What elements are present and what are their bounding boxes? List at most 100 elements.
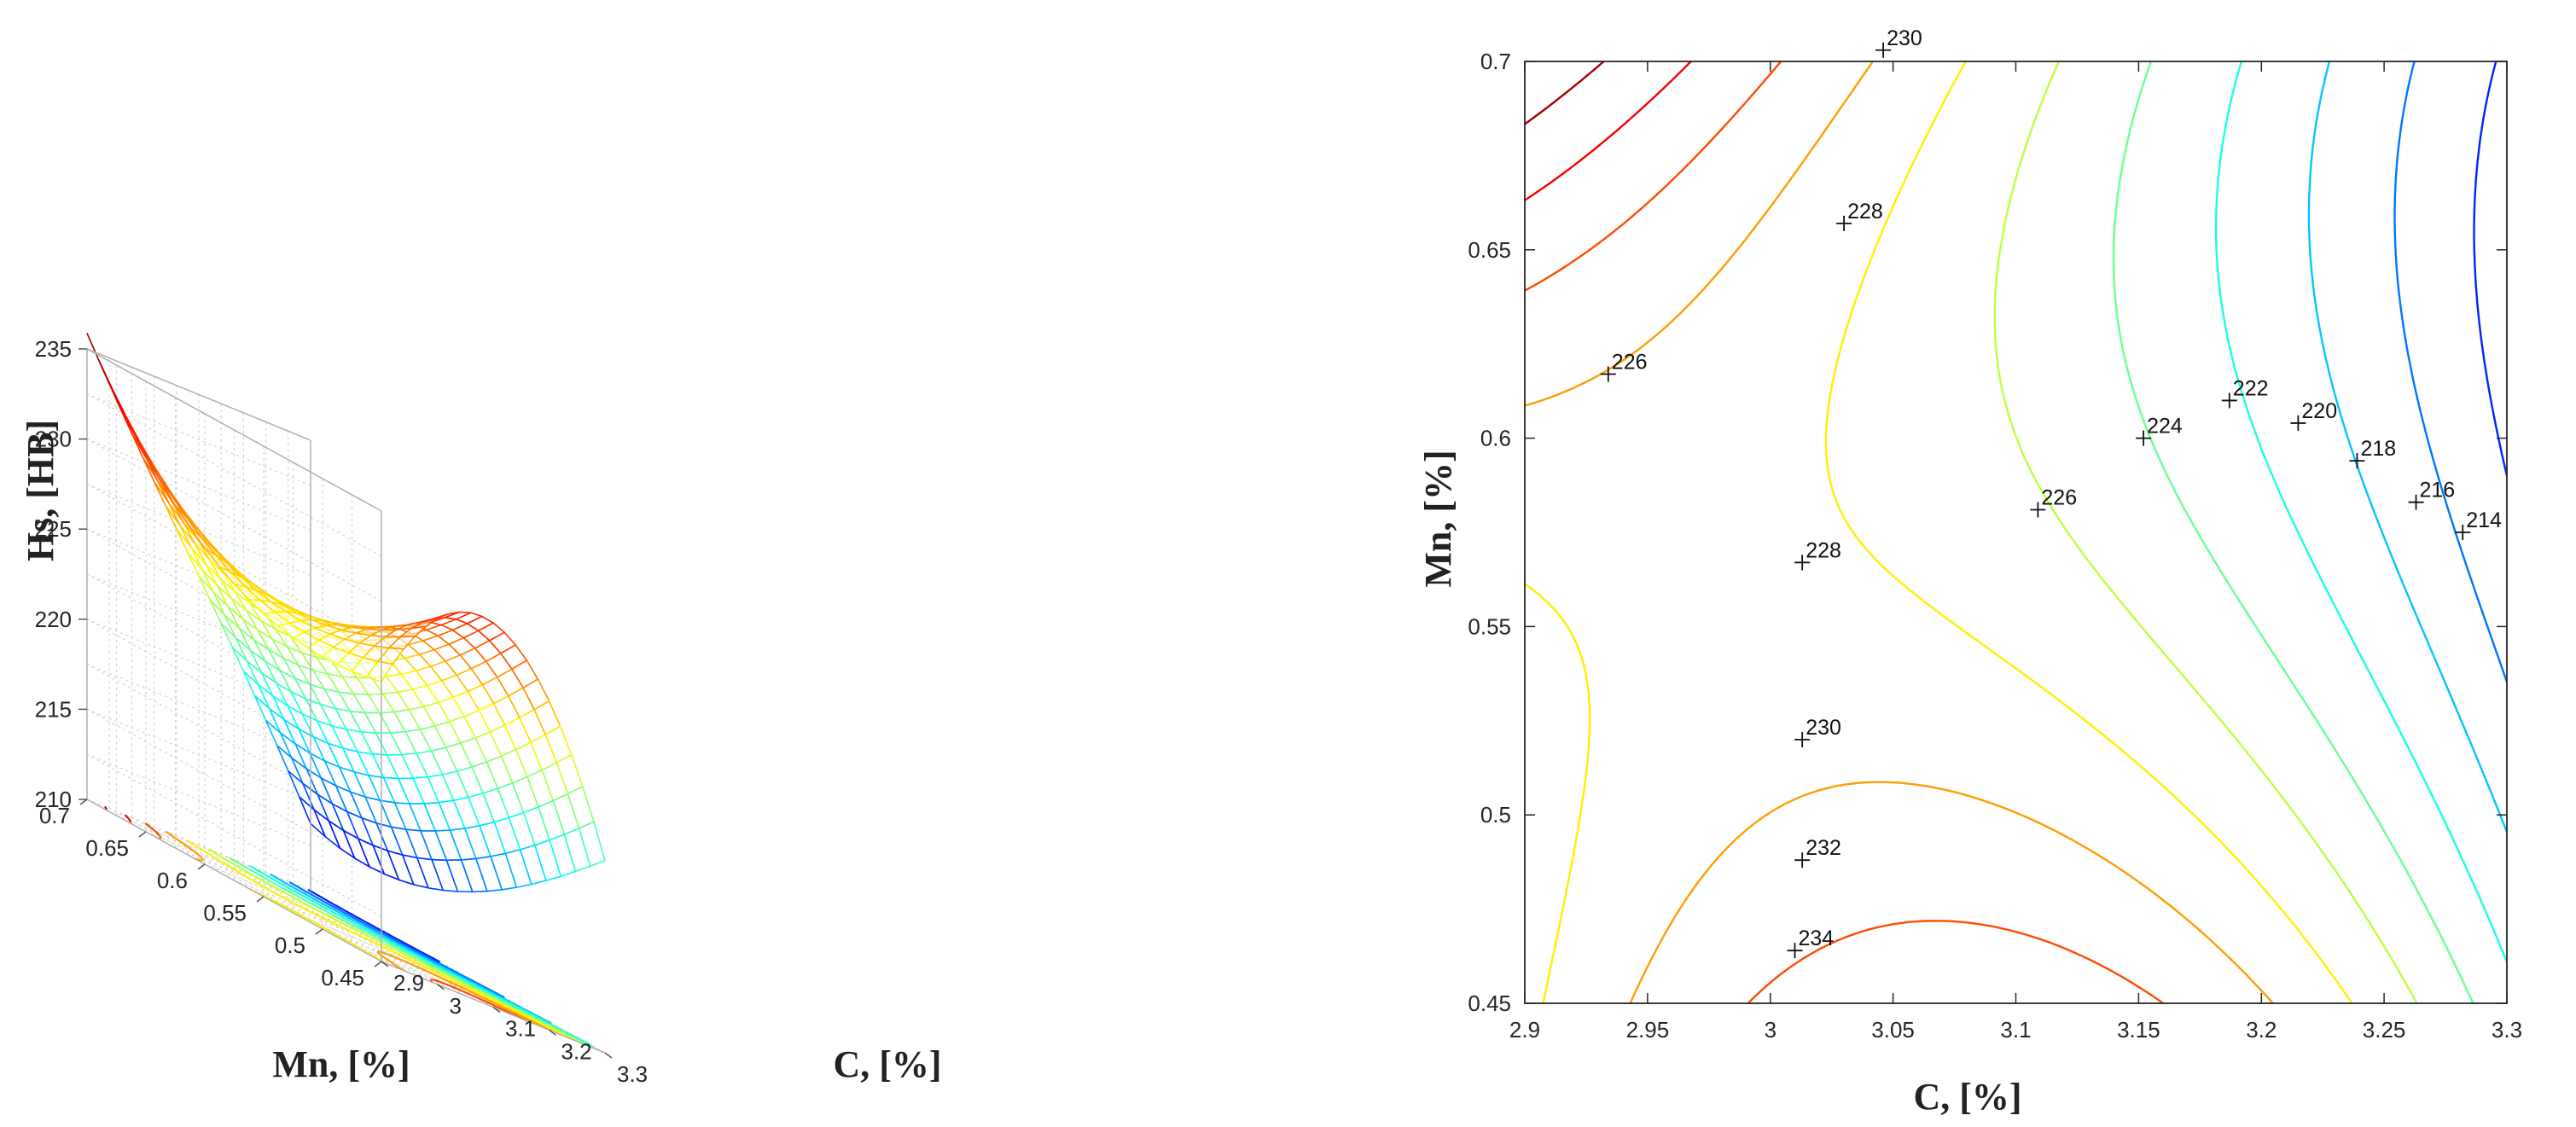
mn-tick-label: 0.45 — [321, 965, 364, 990]
contour-level-label: 234 — [1799, 927, 1835, 950]
contour-label-marker — [1794, 852, 1811, 868]
mn-tick-label: 0.5 — [275, 932, 305, 958]
mn-tick-mark — [315, 928, 323, 935]
x-tick-label: 3 — [1765, 1017, 1776, 1043]
contour-level-labels: 230 228 226 222 224 220 218 216 226 214 228 230 232 2… — [1600, 26, 2502, 959]
c-tick-mark — [492, 1006, 501, 1014]
mn-tick-mark — [374, 961, 382, 967]
x-tick-label: 3.25 — [2363, 1017, 2406, 1043]
contour-level-label: 228 — [1847, 200, 1883, 224]
c-tick-label: 3.1 — [505, 1016, 536, 1042]
contour-label-marker — [2290, 415, 2306, 431]
contour-line-234 — [1525, 61, 1605, 125]
floor-contour-222 — [229, 857, 598, 1051]
floor-gridline — [310, 890, 606, 1054]
mn-tick-mark — [79, 799, 88, 805]
mn-axis-line — [86, 799, 382, 962]
left-wall-gridline — [86, 439, 382, 602]
3d-floor-contours — [104, 805, 598, 1051]
contour-level-label: 216 — [2420, 479, 2456, 503]
x-tick-label: 3.2 — [2246, 1017, 2277, 1043]
contour-line-216 — [2393, 61, 2507, 683]
left-wall-gridline — [86, 753, 382, 917]
x-tick-label: 3.05 — [1871, 1017, 1915, 1043]
3d-surface-mesh — [86, 333, 606, 893]
contour-line-218 — [2307, 61, 2507, 834]
c-axis-label: C, [%] — [833, 1043, 941, 1085]
contour-label-marker — [1836, 215, 1852, 231]
x-tick-label: 3.15 — [2117, 1017, 2160, 1043]
floor-contour-216 — [288, 880, 505, 999]
y-tick-label: 0.65 — [1468, 237, 1511, 263]
z-tick-label: 235 — [35, 336, 72, 362]
contour-label-marker — [2221, 392, 2237, 409]
left-wall-gridline — [86, 483, 382, 647]
contour-axes-box — [1524, 61, 2508, 1004]
z-tick-label: 225 — [35, 516, 72, 542]
box-edge — [86, 348, 311, 441]
y-tick-label: 0.5 — [1480, 802, 1511, 828]
contour-level-label: 220 — [2301, 399, 2337, 423]
contour-line-214 — [2473, 61, 2507, 477]
c-tick-label: 2.9 — [393, 970, 424, 996]
z-tick-label: 230 — [35, 427, 72, 452]
floor-contour-214 — [307, 888, 441, 963]
contour-line-222 — [2112, 61, 2474, 1003]
mn-tick-mark — [256, 896, 265, 903]
contour-line-224 — [1993, 61, 2418, 1003]
back-wall-gridline — [86, 439, 311, 532]
contour-label-marker — [2136, 430, 2152, 446]
mn-tick-mark — [138, 831, 147, 838]
mn-tick-label: 0.6 — [157, 868, 188, 893]
back-wall-gridline — [86, 664, 311, 757]
contour-label-marker — [2030, 502, 2046, 518]
3d-tick-labels: 210 215 220 225 230 235 0.45 0.5 0.55 0.6 0.65 0.7 2… — [35, 336, 648, 1087]
contour-label-marker — [1875, 42, 1892, 58]
contour-level-label: 230 — [1887, 26, 1922, 50]
c-tick-mark — [381, 961, 389, 967]
floor-contour-220 — [249, 865, 593, 1047]
contour-label-marker — [1794, 555, 1811, 571]
left-wall-gridline — [86, 393, 382, 557]
contour-level-label: 226 — [2041, 486, 2077, 510]
contour-line-232 — [1525, 61, 1693, 201]
contour-level-label: 232 — [1806, 836, 1841, 860]
contour-level-label: 230 — [1806, 716, 1841, 740]
c-tick-label: 3 — [450, 993, 462, 1019]
contour-line-230 — [1525, 61, 2165, 1003]
contour-level-label: 222 — [2233, 376, 2269, 400]
contour-level-label: 214 — [2466, 508, 2502, 532]
z-tick-label: 210 — [35, 787, 72, 812]
surface-mesh-cell — [578, 821, 606, 868]
z-tick-label: 220 — [35, 607, 72, 632]
contour-level-label: 228 — [1806, 538, 1841, 562]
z-axis-label: Hs, [HB] — [20, 420, 61, 561]
c-tick-label: 3.2 — [561, 1038, 592, 1064]
mn-tick-label: 0.7 — [39, 803, 70, 828]
contour-label-marker — [2408, 494, 2424, 510]
contour-label-marker — [1787, 943, 1803, 959]
box-edge — [86, 348, 382, 512]
back-wall-gridline — [86, 393, 311, 486]
contour-y-axis-label: Mn, [%] — [1417, 450, 1459, 587]
mn-tick-mark — [197, 863, 206, 870]
x-tick-label: 2.95 — [1626, 1017, 1670, 1043]
x-tick-label: 3.3 — [2492, 1017, 2522, 1043]
contour-line-group — [1525, 61, 2507, 1003]
mn-tick-label: 0.65 — [85, 835, 129, 861]
contour-line-220 — [2214, 61, 2507, 963]
c-tick-mark — [437, 984, 445, 990]
floor-gridline — [86, 799, 311, 892]
contour-label-marker — [1600, 366, 1616, 382]
contour-line-226 — [1525, 61, 2353, 1003]
floor-gridline — [293, 912, 517, 1005]
x-tick-label: 3.1 — [2000, 1017, 2031, 1043]
back-wall-gridline — [86, 573, 311, 666]
contour-label-marker — [2349, 453, 2365, 469]
back-wall-gridline — [86, 753, 311, 846]
floor-contour-218 — [270, 873, 552, 1025]
mn-axis-label: Mn, [%] — [272, 1043, 410, 1085]
contour-label-marker — [1794, 731, 1811, 747]
z-tick-label: 215 — [35, 696, 72, 722]
contour-line-228 — [1525, 61, 2274, 1003]
